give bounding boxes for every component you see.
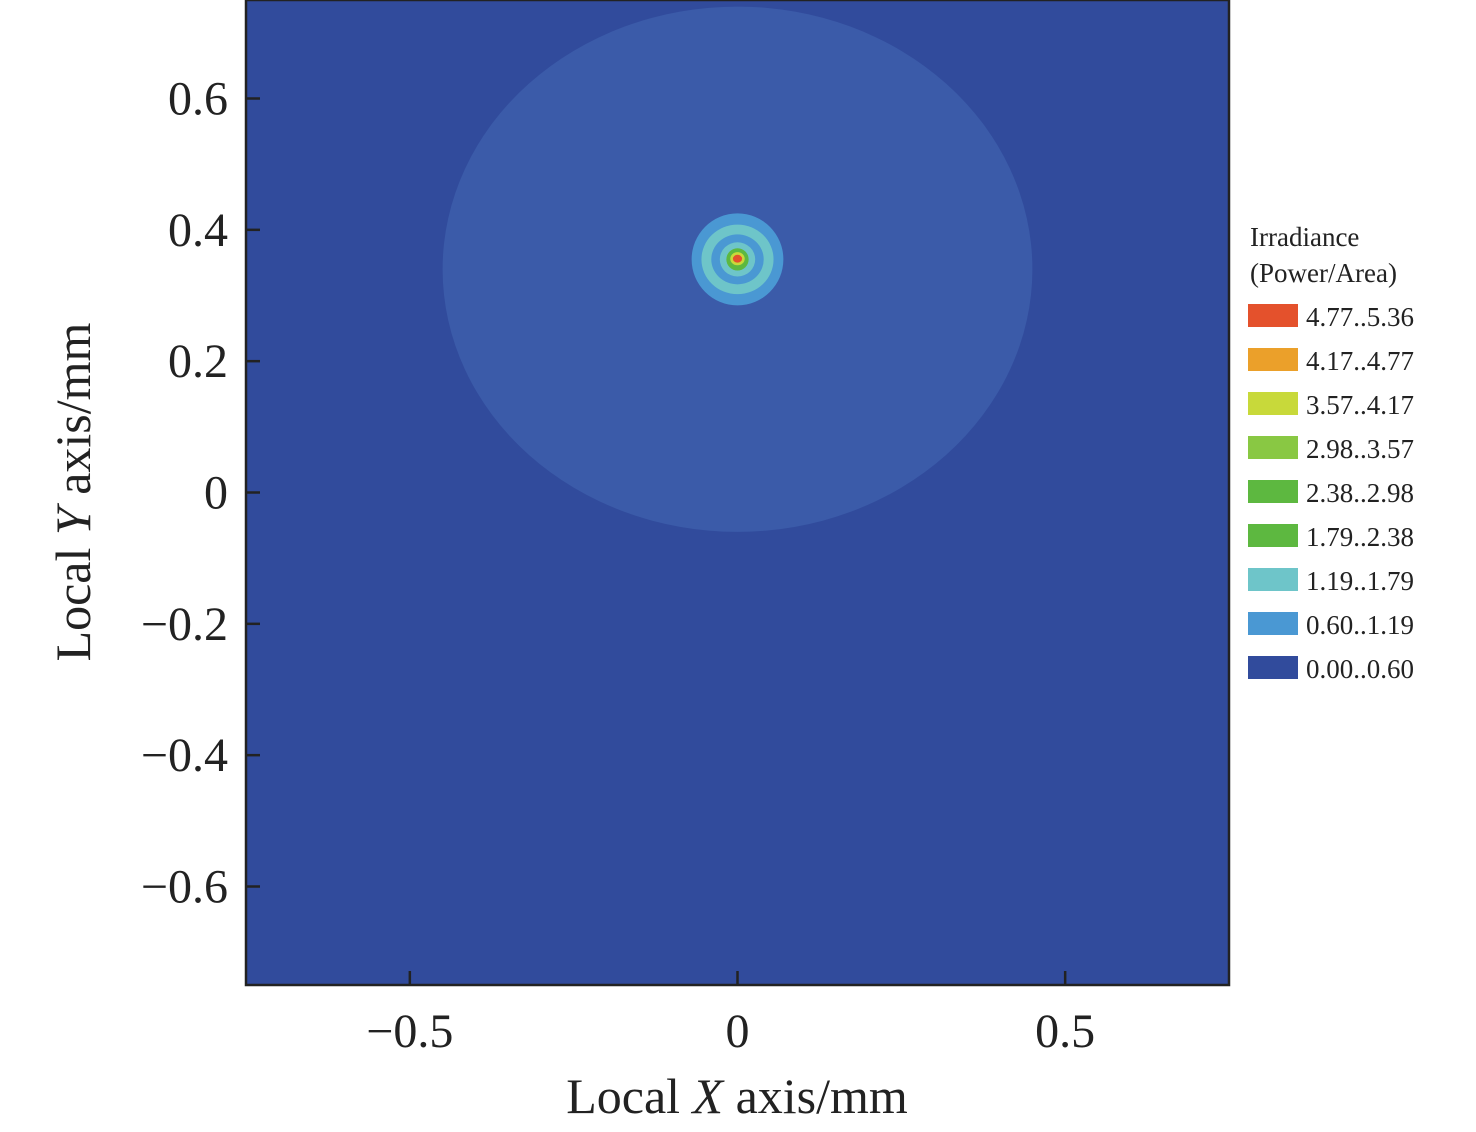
- legend-label: 3.57..4.17: [1306, 390, 1414, 420]
- y-tick-label: 0.6: [168, 73, 228, 126]
- legend-swatch: [1248, 392, 1298, 415]
- x-tick-label: 0.5: [1035, 1005, 1095, 1058]
- legend-label: 0.60..1.19: [1306, 610, 1414, 640]
- legend-title-line1: Irradiance: [1250, 222, 1359, 252]
- legend-label: 1.19..1.79: [1306, 566, 1414, 596]
- y-tick-label: 0: [204, 467, 228, 520]
- y-tick-label: −0.2: [141, 598, 228, 651]
- legend-swatch: [1248, 568, 1298, 591]
- legend-swatch: [1248, 480, 1298, 503]
- legend: Irradiance (Power/Area) 4.77..5.36 4.17..…: [1248, 222, 1414, 684]
- y-axis-ticks: 0.6 0.4 0.2 0 −0.2 −0.4 −0.6: [141, 73, 260, 914]
- y-tick-label: 0.4: [168, 204, 228, 257]
- legend-title-line2: (Power/Area): [1250, 258, 1397, 288]
- y-axis-title: Local Y axis/mm: [45, 322, 101, 661]
- legend-swatch: [1248, 348, 1298, 371]
- legend-label: 0.00..0.60: [1306, 654, 1414, 684]
- legend-label: 4.17..4.77: [1306, 346, 1414, 376]
- legend-swatch: [1248, 436, 1298, 459]
- x-axis-ticks: −0.5 0 0.5: [366, 971, 1095, 1058]
- y-tick-label: 0.2: [168, 335, 228, 388]
- irradiance-region-7: [732, 254, 743, 263]
- legend-swatch: [1248, 612, 1298, 635]
- y-tick-label: −0.6: [141, 861, 228, 914]
- legend-items: 4.77..5.36 4.17..4.77 3.57..4.17 2.98..3.57…: [1248, 302, 1414, 684]
- x-axis-title: Local X axis/mm: [566, 1068, 908, 1124]
- legend-swatch: [1248, 304, 1298, 327]
- legend-swatch: [1248, 656, 1298, 679]
- legend-label: 2.38..2.98: [1306, 478, 1414, 508]
- x-tick-label: 0: [726, 1005, 750, 1058]
- y-tick-label: −0.4: [141, 729, 228, 782]
- x-tick-label: −0.5: [366, 1005, 453, 1058]
- legend-swatch: [1248, 524, 1298, 547]
- plot-area: [246, 0, 1229, 985]
- legend-label: 1.79..2.38: [1306, 522, 1414, 552]
- legend-label: 2.98..3.57: [1306, 434, 1414, 464]
- legend-label: 4.77..5.36: [1306, 302, 1414, 332]
